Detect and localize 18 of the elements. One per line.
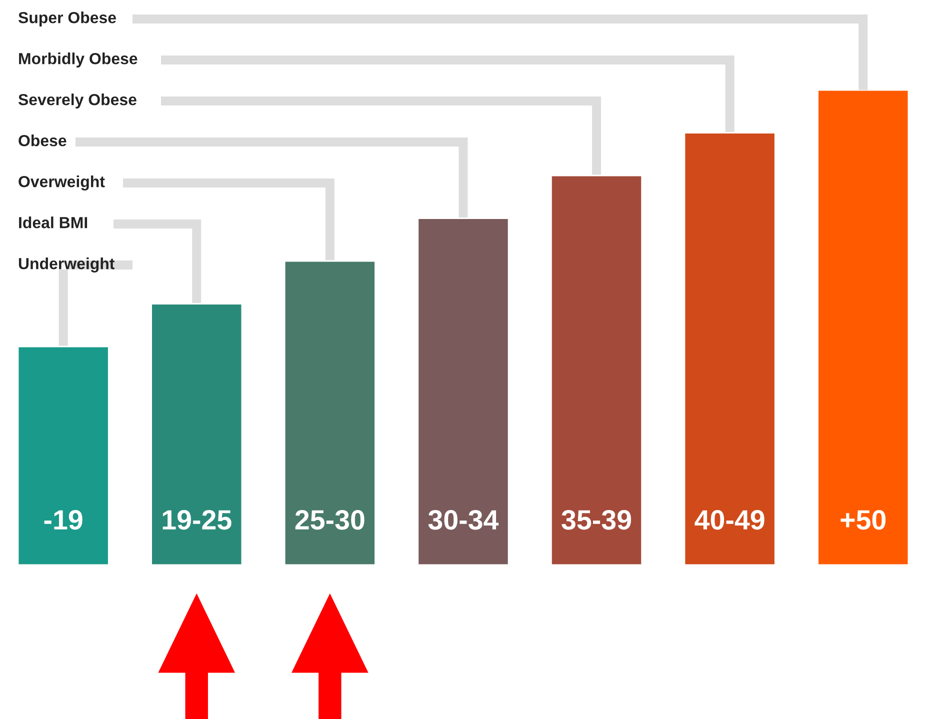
annotation: Ideal BMI [19, 216, 88, 228]
text: Morbidly Obese [19, 52, 138, 68]
bar [684, 132, 776, 565]
bar [550, 174, 643, 565]
bar [417, 218, 510, 565]
x-tick-label: 19-25 [162, 510, 232, 530]
x-tick-label: 30-34 [428, 510, 499, 530]
annotation: Obese [18, 134, 66, 146]
x-tick-label: +50 [840, 510, 886, 530]
annotation: Severely Obese [18, 94, 136, 108]
x-tick-label: 35-39 [562, 510, 632, 530]
annotation: Overweight [18, 176, 105, 190]
x-tick-label: 25-30 [295, 510, 364, 530]
text: Super Obese [18, 12, 116, 26]
x-tick-label: -19 [44, 510, 82, 530]
bar [817, 90, 910, 565]
x-tick-label: 40-49 [694, 510, 764, 530]
annotation: Underweight [18, 258, 115, 272]
